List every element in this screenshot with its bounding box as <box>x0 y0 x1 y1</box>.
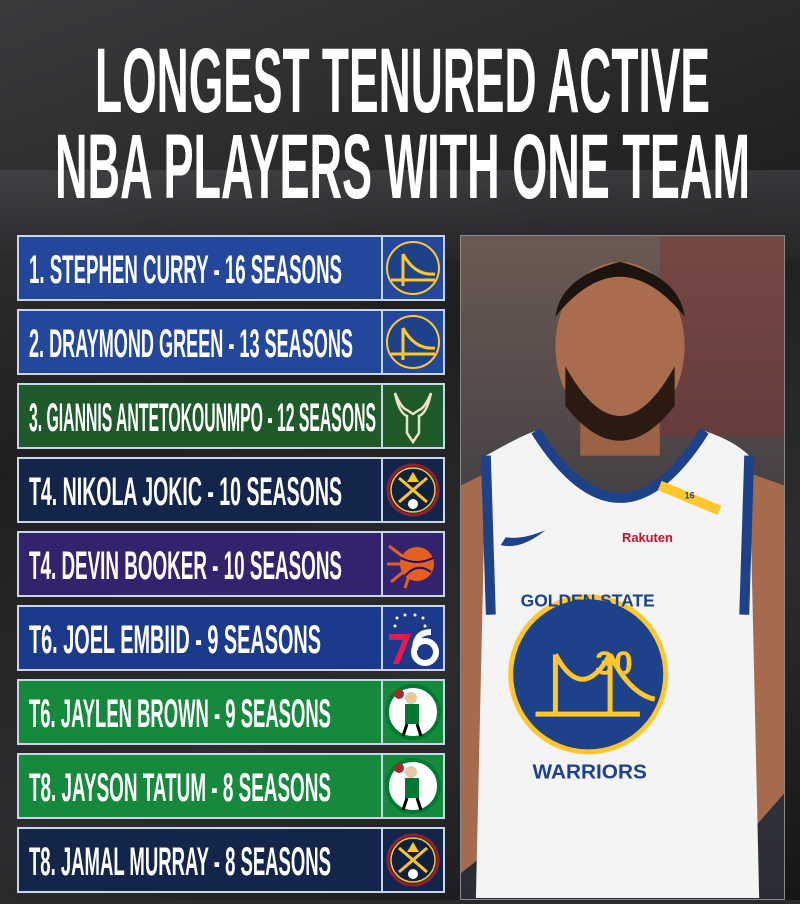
jersey-text-bottom: WARRIORS <box>533 762 647 784</box>
sponsor-patch: Rakuten <box>622 530 673 545</box>
jersey-number: 30 <box>595 644 633 682</box>
player-row: T6. JAYLEN BROWN - 9 SEASONS <box>17 679 445 745</box>
jersey-text-top: GOLDEN STATE <box>521 591 655 611</box>
title: LONGEST TENURED ACTIVE NBA PLAYERS WITH … <box>55 30 750 218</box>
strap-number: 16 <box>685 490 695 500</box>
player-label-text: 2. DRAYMOND GREEN - 13 SEASONS <box>29 322 353 366</box>
player-label: 2. DRAYMOND GREEN - 13 SEASONS <box>29 322 353 366</box>
warriors-logo-icon <box>381 237 443 299</box>
player-label: T4. NIKOLA JOKIC - 10 SEASONS <box>29 470 342 514</box>
player-label: 3. GIANNIS ANTETOKOUNMPO - 12 SEASONS <box>29 396 376 440</box>
celtics-logo-icon <box>381 755 443 817</box>
player-row: 1. STEPHEN CURRY - 16 SEASONS <box>17 235 445 301</box>
player-row: T4. NIKOLA JOKIC - 10 SEASONS <box>17 457 445 523</box>
player-label: T6. JAYLEN BROWN - 9 SEASONS <box>29 692 331 736</box>
nike-swoosh-icon <box>500 530 546 547</box>
player-label-text: T8. JAYSON TATUM - 8 SEASONS <box>29 766 331 810</box>
player-row: T8. JAYSON TATUM - 8 SEASONS <box>17 753 445 819</box>
title-line-2: NBA PLAYERS WITH ONE TEAM <box>55 116 750 218</box>
player-label: 1. STEPHEN CURRY - 16 SEASONS <box>29 248 342 292</box>
player-row: 3. GIANNIS ANTETOKOUNMPO - 12 SEASONS <box>17 383 445 449</box>
player-label: T8. JAYSON TATUM - 8 SEASONS <box>29 766 331 810</box>
player-label-text: T4. DEVIN BOOKER - 10 SEASONS <box>29 544 342 588</box>
player-label: T4. DEVIN BOOKER - 10 SEASONS <box>29 544 342 588</box>
player-row: T8. JAMAL MURRAY - 8 SEASONS <box>17 827 445 893</box>
player-label-text: T4. NIKOLA JOKIC - 10 SEASONS <box>29 470 342 514</box>
player-row: T6. JOEL EMBIID - 9 SEASONS <box>17 605 445 671</box>
warriors-logo-icon <box>381 311 443 373</box>
player-label-text: 3. GIANNIS ANTETOKOUNMPO - 12 SEASONS <box>29 396 376 440</box>
title-line-1: LONGEST TENURED ACTIVE <box>95 30 710 132</box>
player-label-text: 1. STEPHEN CURRY - 16 SEASONS <box>29 248 342 292</box>
player-row: 2. DRAYMOND GREEN - 13 SEASONS <box>17 309 445 375</box>
sixers-logo-icon <box>381 607 443 669</box>
player-label: T8. JAMAL MURRAY - 8 SEASONS <box>29 840 331 884</box>
suns-logo-icon <box>381 533 443 595</box>
nuggets-logo-icon <box>381 829 443 891</box>
player-label-text: T8. JAMAL MURRAY - 8 SEASONS <box>29 840 331 884</box>
player-label-text: T6. JOEL EMBIID - 9 SEASONS <box>29 618 321 662</box>
player-row: T4. DEVIN BOOKER - 10 SEASONS <box>17 531 445 597</box>
nuggets-logo-icon <box>381 459 443 521</box>
celtics-logo-icon <box>381 681 443 743</box>
player-label: T6. JOEL EMBIID - 9 SEASONS <box>29 618 321 662</box>
player-photo: 16 Rakuten 30 GOLDEN STATE WARRIORS <box>460 235 785 900</box>
bucks-logo-icon <box>381 385 443 447</box>
player-label-text: T6. JAYLEN BROWN - 9 SEASONS <box>29 692 331 736</box>
